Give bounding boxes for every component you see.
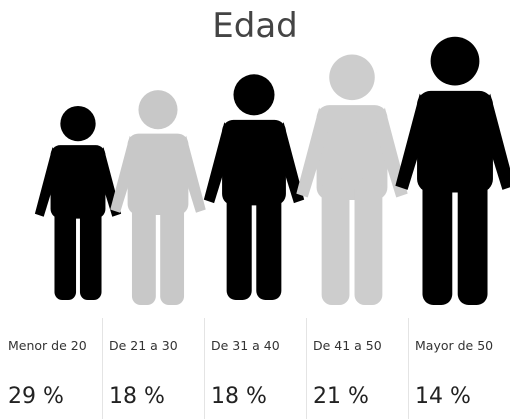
person-icon <box>110 90 206 305</box>
age-percent: 21 % <box>313 384 369 409</box>
title: Edad <box>212 6 298 46</box>
age-label: De 31 a 40 <box>211 338 280 354</box>
age-label: Menor de 20 <box>8 338 87 354</box>
age-column: Mayor de 50 14 % <box>408 318 510 419</box>
age-label: Mayor de 50 <box>415 338 494 354</box>
person-icon <box>395 36 510 306</box>
age-label: De 21 a 30 <box>109 338 178 354</box>
age-column: De 41 a 50 21 % <box>306 318 408 419</box>
age-column: Menor de 20 29 % <box>0 318 102 419</box>
age-percent: 18 % <box>109 384 165 409</box>
age-percent: 18 % <box>211 384 267 409</box>
age-column: De 21 a 30 18 % <box>102 318 204 419</box>
person-icon <box>34 105 122 301</box>
figures <box>34 36 510 306</box>
age-column: De 31 a 40 18 % <box>204 318 306 419</box>
person-icon <box>296 54 408 305</box>
age-table: Menor de 20 29 % De 21 a 30 18 % De 31 a 40 1… <box>0 318 510 419</box>
age-label: De 41 a 50 <box>313 338 382 354</box>
age-percent: 14 % <box>415 384 471 409</box>
age-percent: 29 % <box>8 384 64 409</box>
person-icon <box>203 74 305 300</box>
